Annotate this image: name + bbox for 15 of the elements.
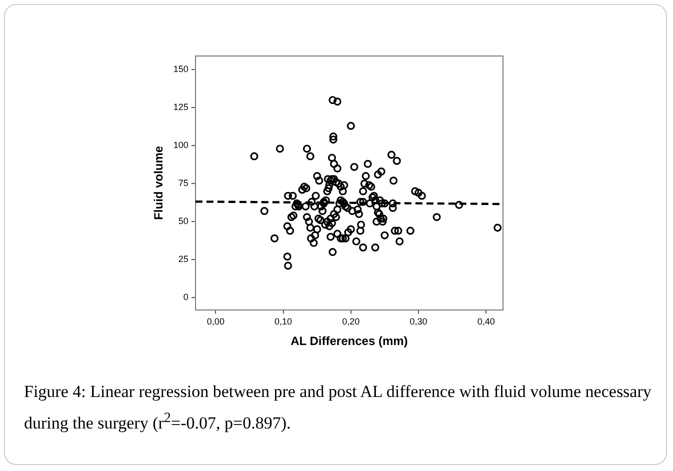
x-tick-label: 0,30 xyxy=(410,316,428,327)
x-tick-label: 0,40 xyxy=(477,316,495,327)
x-axis-title: AL Differences (mm) xyxy=(290,334,408,348)
y-tick-label: 50 xyxy=(178,216,188,226)
x-tick-label: 0,20 xyxy=(342,316,360,327)
x-tick-label: 0,10 xyxy=(274,316,292,327)
x-tick-label: 0,00 xyxy=(206,316,224,327)
y-tick-label: 125 xyxy=(173,102,188,112)
y-tick-label: 100 xyxy=(173,140,188,150)
caption: Figure 4: Linear regression between pre and post AL difference with fluid volume necessary during the surgery (r$^{2}$=-0.07, p=0.897). xyxy=(24,381,652,435)
y-tick-label: 0 xyxy=(183,292,188,302)
y-tick-label: 150 xyxy=(173,64,188,74)
y-axis-title: Fluid volume xyxy=(152,146,166,220)
y-tick-label: 25 xyxy=(178,254,188,264)
y-tick-label: 75 xyxy=(178,178,188,188)
